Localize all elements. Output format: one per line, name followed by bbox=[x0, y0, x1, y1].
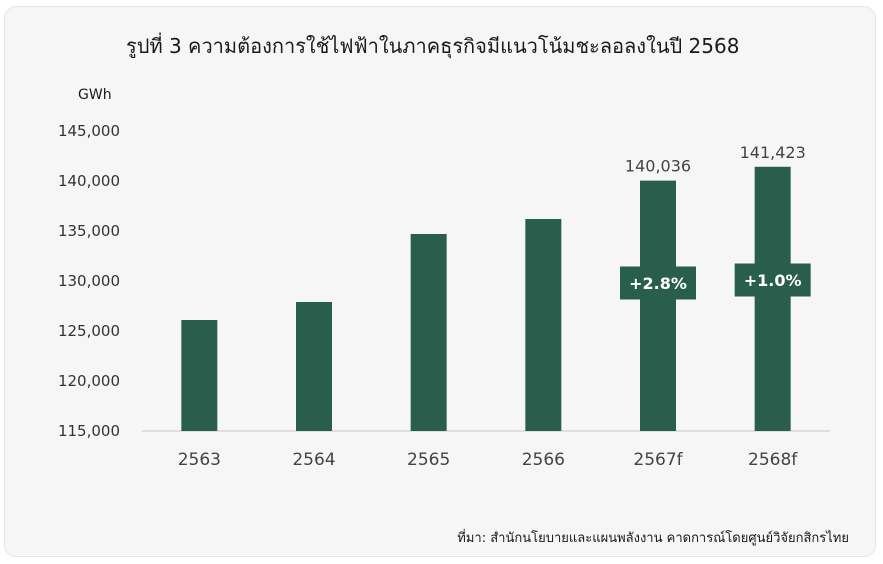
x-tick-label: 2564 bbox=[292, 450, 335, 470]
data-label: 140,036 bbox=[625, 157, 691, 176]
chart-title: รูปที่ 3 ความต้องการใช้ไฟฟ้าในภาคธุรกิจม… bbox=[126, 34, 740, 58]
source-note: ที่มา: สำนักนโยบายและแผนพลังงาน คาดการณ์… bbox=[457, 531, 849, 546]
x-tick-label: 2566 bbox=[522, 450, 565, 470]
y-tick-label: 145,000 bbox=[58, 122, 120, 140]
bar bbox=[640, 180, 676, 431]
bar bbox=[296, 302, 332, 431]
x-tick-label: 2568f bbox=[748, 450, 798, 470]
x-tick-label: 2565 bbox=[407, 450, 450, 470]
y-tick-label: 140,000 bbox=[58, 172, 120, 190]
growth-label: +2.8% bbox=[629, 274, 687, 293]
x-tick-label: 2567f bbox=[633, 450, 683, 470]
bar bbox=[181, 320, 218, 431]
x-tick-label: 2563 bbox=[178, 450, 221, 470]
data-label: 141,423 bbox=[740, 143, 806, 162]
y-tick-label: 135,000 bbox=[58, 222, 120, 240]
bar bbox=[754, 166, 791, 431]
growth-label: +1.0% bbox=[744, 271, 802, 290]
bar bbox=[410, 234, 447, 431]
y-tick-label: 120,000 bbox=[58, 372, 120, 390]
growth-badge bbox=[734, 263, 811, 297]
y-tick-label: 130,000 bbox=[58, 272, 120, 290]
y-axis-unit-label: GWh bbox=[78, 87, 112, 103]
y-tick-label: 115,000 bbox=[58, 422, 120, 440]
bar bbox=[525, 219, 562, 431]
y-tick-label: 125,000 bbox=[58, 322, 120, 340]
growth-badge bbox=[620, 266, 696, 300]
